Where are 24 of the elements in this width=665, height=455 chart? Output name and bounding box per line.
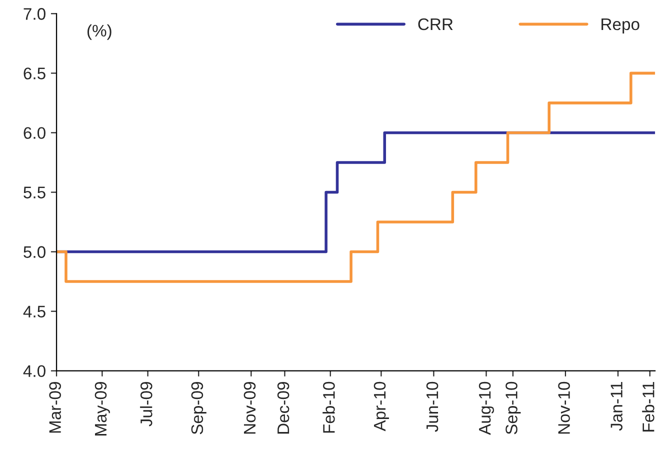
x-tick-label: Jun-10: [426, 382, 438, 432]
y-axis-title: (%): [87, 24, 112, 40]
x-tick-label: Mar-09: [49, 382, 61, 433]
y-tick-label: 7.0: [24, 8, 46, 20]
x-tick-label: Nov-09: [244, 382, 256, 434]
y-tick-label: 6.5: [24, 68, 46, 80]
legend-label: Repo: [602, 18, 640, 34]
x-tick-label: Sep-10: [506, 382, 521, 434]
legend-label: CRR: [418, 18, 453, 30]
x-tick-label: Nov-10: [558, 382, 570, 434]
x-tick-label: Dec-09: [277, 382, 290, 434]
x-tick-label: Apr-10: [374, 382, 389, 432]
x-tick-label: Sep-09: [191, 382, 206, 434]
x-tick-label: Jan-11: [610, 382, 622, 431]
y-tick-label: 4.5: [23, 306, 46, 318]
y-tick-label: 4.0: [23, 365, 46, 378]
y-tick-label: 5.5: [24, 186, 46, 198]
x-tick-label: Feb-11: [642, 382, 654, 432]
x-tick-label: Jul-09: [140, 382, 152, 426]
x-tick-label: Aug-10: [478, 382, 494, 435]
x-tick-label: Feb-10: [322, 382, 335, 433]
x-tick-label: May-09: [94, 382, 110, 436]
y-tick-label: 5.0: [24, 246, 46, 258]
y-tick-label: 6.0: [24, 127, 46, 139]
